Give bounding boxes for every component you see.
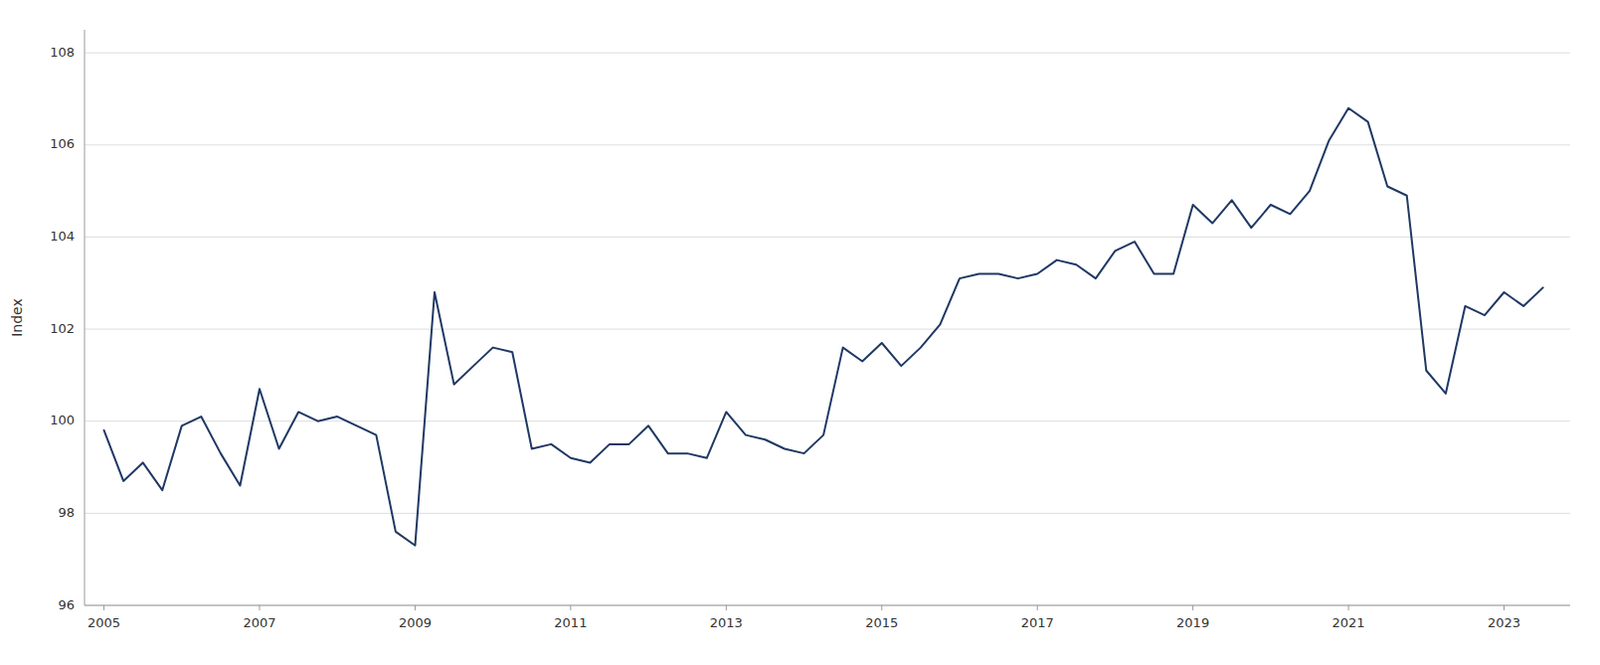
series-line	[104, 108, 1544, 546]
x-tick-label: 2013	[710, 615, 743, 631]
y-tick-label: 108	[49, 44, 75, 60]
x-tick-label: 2007	[242, 615, 276, 631]
grid-line	[84, 605, 1571, 607]
y-tick-label: 106	[49, 136, 75, 152]
x-tick-label: 2011	[553, 615, 587, 631]
x-tick	[103, 605, 105, 611]
x-tick	[414, 605, 416, 611]
x-tick	[1503, 605, 1505, 611]
chart: 96 98 100 102 104 106 108 2005 2007 2009 2011 2013 2…	[0, 0, 1600, 665]
x-tick	[1037, 605, 1039, 611]
y-tick-label: 96	[57, 597, 75, 613]
x-tick-label: 2017	[1021, 615, 1055, 631]
x-tick	[569, 605, 571, 611]
x-tick-label: 2009	[398, 615, 432, 631]
x-tick	[1192, 605, 1194, 611]
x-axis-line	[84, 605, 1571, 607]
grid-line	[84, 236, 1571, 238]
grid-line	[84, 329, 1571, 331]
x-tick	[881, 605, 883, 611]
x-tick-label: 2005	[87, 615, 121, 631]
grid-line	[84, 52, 1571, 54]
x-tick-label: 2023	[1487, 615, 1521, 631]
y-tick-label: 98	[57, 505, 75, 521]
x-tick-label: 2021	[1332, 615, 1366, 631]
x-tick	[725, 605, 727, 611]
x-tick	[258, 605, 260, 611]
y-axis-line	[84, 29, 86, 606]
y-tick-label: 100	[49, 412, 75, 428]
grid-line	[84, 513, 1571, 515]
y-tick-label: 104	[49, 228, 75, 244]
plot-area	[104, 108, 1544, 546]
x-tick	[1348, 605, 1350, 611]
x-tick-label: 2019	[1176, 615, 1210, 631]
y-tick-label: 102	[49, 321, 75, 337]
grid-line	[84, 144, 1571, 146]
y-grid	[84, 52, 1571, 606]
x-tick-label: 2015	[865, 615, 898, 631]
y-axis-label: Index	[8, 298, 25, 338]
